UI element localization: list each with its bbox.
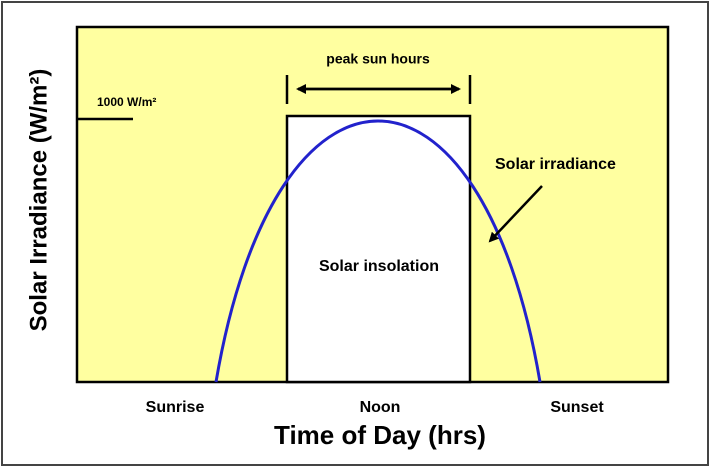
irradiance-curve <box>214 119 542 383</box>
peak-label: peak sun hours <box>326 51 430 67</box>
x-label: Sunrise <box>146 399 205 416</box>
level-label: 1000 W/m² <box>97 95 156 109</box>
y-axis-title: Solar Irradiance (W/m²) <box>25 69 52 332</box>
x-label: Sunset <box>550 399 604 416</box>
x-axis-title: Time of Day (hrs) <box>274 420 486 450</box>
curve-label: Solar irradiance <box>495 156 616 173</box>
curve-pointer <box>488 185 543 243</box>
insolation-box <box>285 114 472 384</box>
x-label: Noon <box>360 399 401 416</box>
area-label: Solar insolation <box>319 258 439 275</box>
